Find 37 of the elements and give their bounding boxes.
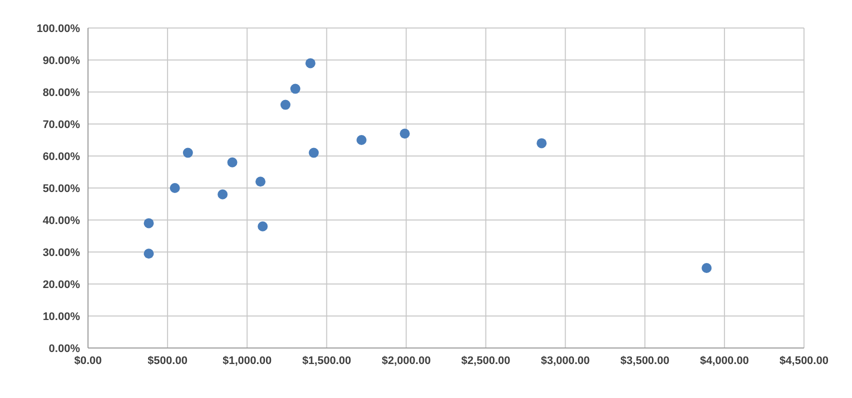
point: [356, 135, 367, 145]
y-tick-label: 90.00%: [42, 54, 80, 67]
point: [400, 128, 410, 139]
point: [182, 148, 193, 158]
y-tick-label: 10.00%: [42, 310, 80, 323]
x-tick-label: $0.00: [74, 354, 102, 367]
point: [258, 221, 268, 232]
point: [255, 176, 266, 187]
x-tick-label: $2,500.00: [461, 354, 510, 367]
y-tick-label: 40.00%: [42, 214, 80, 227]
x-tick-label: $500.00: [148, 354, 188, 367]
y-tick-label: 80.00%: [42, 86, 80, 99]
x-tick-label: $1,500.00: [302, 354, 352, 367]
y-tick-label: 30.00%: [42, 246, 80, 259]
point: [144, 218, 154, 228]
y-tick-label: 100.00%: [36, 22, 80, 35]
point: [308, 148, 319, 158]
x-tick-label: $3,500.00: [620, 354, 670, 367]
y-tick-label: 50.00%: [42, 182, 80, 195]
point: [144, 248, 154, 259]
y-tick-label: 20.00%: [42, 278, 80, 291]
x-tick-label: $4,000.00: [700, 354, 749, 367]
y-tick-label: 60.00%: [42, 150, 80, 163]
x-tick-label: $2,000.00: [382, 354, 431, 367]
x-tick-label: $3,000.00: [540, 354, 590, 367]
x-tick-label: $1,000.00: [222, 354, 272, 367]
point: [290, 84, 300, 94]
y-tick-label: 70.00%: [42, 118, 80, 131]
point: [305, 58, 316, 68]
y-tick-label: 0.00%: [48, 342, 80, 355]
point: [536, 138, 547, 148]
point: [702, 263, 712, 273]
point: [218, 189, 228, 200]
point: [280, 100, 290, 110]
x-tick-label: $4,500.00: [780, 354, 828, 367]
point: [170, 183, 180, 193]
point: [227, 157, 238, 168]
